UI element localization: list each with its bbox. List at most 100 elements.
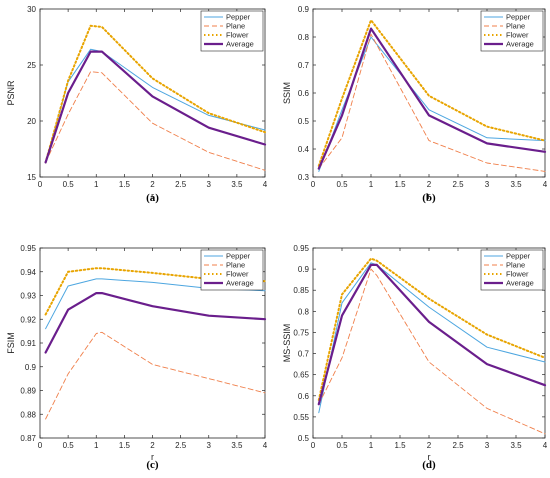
x-tick-label: 0 xyxy=(38,180,43,189)
y-tick-label: 0.3 xyxy=(298,173,310,182)
legend-label-plane: Plane xyxy=(506,22,525,31)
chart-panel-1: 0 0.5 1 1.5 2 2.5 3 3.5 4 15 20 25 30 r PSNR PepperPlan… xyxy=(6,5,268,204)
x-tick-label: 2.5 xyxy=(175,180,187,189)
x-tick-label: 4 xyxy=(263,441,268,450)
y-tick-label: 25 xyxy=(27,61,36,70)
legend-label-plane: Plane xyxy=(226,261,245,270)
x-tick-label: 2.5 xyxy=(452,180,464,189)
y-tick-label: 0.6 xyxy=(298,89,310,98)
x-axis-label: r xyxy=(151,191,154,201)
y-tick-label: 0.87 xyxy=(20,434,36,443)
x-tick-label: 3 xyxy=(207,441,212,450)
x-tick-label: 0 xyxy=(38,441,43,450)
panel-caption: (c) xyxy=(146,459,159,471)
y-tick-label: 15 xyxy=(27,173,36,182)
legend-label-average: Average xyxy=(506,40,534,49)
x-tick-label: 1.5 xyxy=(119,180,131,189)
y-tick-label: 20 xyxy=(27,117,36,126)
panel-caption: (b) xyxy=(422,192,436,204)
y-tick-label: 0.89 xyxy=(20,387,36,396)
legend-label-pepper: Pepper xyxy=(226,252,251,261)
x-tick-label: 3 xyxy=(485,441,490,450)
x-tick-label: 4 xyxy=(543,180,548,189)
series-line-flower xyxy=(317,257,546,401)
legend-label-pepper: Pepper xyxy=(226,13,251,22)
y-tick-label: 0.7 xyxy=(298,350,310,359)
x-tick-label: 4 xyxy=(263,180,268,189)
legend-label-pepper: Pepper xyxy=(506,252,531,261)
x-tick-label: 1 xyxy=(369,180,374,189)
legend-label-flower: Flower xyxy=(226,31,249,40)
y-tick-label: 0.5 xyxy=(298,117,310,126)
y-tick-label: 0.95 xyxy=(20,244,36,253)
x-tick-label: 0.5 xyxy=(63,180,75,189)
legend-label-average: Average xyxy=(506,279,534,288)
x-axis-label: r xyxy=(428,191,431,201)
panel-caption: (a) xyxy=(146,192,159,204)
x-tick-label: 3 xyxy=(207,180,212,189)
y-tick-label: 0.88 xyxy=(20,410,36,419)
series-line-plane xyxy=(45,331,266,420)
chart-panel-3: 0 0.5 1 1.5 2 2.5 3 3.5 4 0.87 0.88 0.89 0.9 0.91 0.92… xyxy=(6,244,268,471)
x-axis-label: r xyxy=(428,452,431,462)
y-tick-label: 0.94 xyxy=(20,268,36,277)
series-line-plane xyxy=(318,33,546,172)
legend-label-flower: Flower xyxy=(506,31,529,40)
y-tick-label: 0.92 xyxy=(20,315,36,324)
legend-label-plane: Plane xyxy=(506,261,525,270)
y-axis-label: PSNR xyxy=(6,80,16,106)
x-tick-label: 0.5 xyxy=(336,441,348,450)
series-line-average xyxy=(317,263,547,406)
y-tick-label: 0.93 xyxy=(20,292,36,301)
y-axis-label: FSIM xyxy=(6,332,16,354)
legend-box xyxy=(200,10,264,52)
legend-label-plane: Plane xyxy=(226,22,245,31)
legend-label-flower: Flower xyxy=(226,270,249,279)
y-tick-label: 0.8 xyxy=(298,307,310,316)
x-tick-label: 3 xyxy=(485,180,490,189)
x-tick-label: 2 xyxy=(427,441,432,450)
y-tick-label: 0.7 xyxy=(298,61,310,70)
y-tick-label: 0.5 xyxy=(298,434,310,443)
x-tick-label: 0.5 xyxy=(336,180,348,189)
x-tick-label: 1.5 xyxy=(394,441,406,450)
y-tick-label: 0.4 xyxy=(298,145,310,154)
x-tick-label: 3.5 xyxy=(510,180,522,189)
legend-label-average: Average xyxy=(226,40,254,49)
legend-label-pepper: Pepper xyxy=(506,13,531,22)
legend-label-average: Average xyxy=(226,279,254,288)
y-tick-label: 0.95 xyxy=(293,244,309,253)
x-tick-label: 3.5 xyxy=(231,441,243,450)
series-line-plane xyxy=(318,268,546,435)
y-tick-label: 0.91 xyxy=(20,339,36,348)
x-tick-label: 0 xyxy=(311,441,316,450)
x-tick-label: 3.5 xyxy=(510,441,522,450)
chart-panel-4: 0 0.5 1 1.5 2 2.5 3 3.5 40.50.550.60.650.70.750.… xyxy=(282,244,548,471)
y-axis-label: MS-SSIM xyxy=(282,324,292,363)
x-tick-label: 3.5 xyxy=(231,180,243,189)
x-tick-label: 2 xyxy=(150,441,155,450)
y-tick-label: 0.55 xyxy=(293,413,309,422)
series-line-flower xyxy=(44,24,266,164)
x-axis-label: r xyxy=(151,452,154,462)
x-tick-label: 0.5 xyxy=(63,441,75,450)
y-tick-label: 0.9 xyxy=(298,5,310,14)
x-tick-label: 2.5 xyxy=(452,441,464,450)
y-tick-label: 0.6 xyxy=(298,392,310,401)
series-line-average xyxy=(44,292,267,354)
series-line-plane xyxy=(45,71,266,171)
x-tick-label: 1.5 xyxy=(394,180,406,189)
x-tick-label: 2 xyxy=(150,180,155,189)
y-axis-label: SSIM xyxy=(282,82,292,104)
y-tick-label: 0.65 xyxy=(293,371,309,380)
series-line-average xyxy=(317,27,547,170)
chart-panel-2: 0 0.5 1 1.5 2 2.5 3 3.5 4 0.3 0.4 0.5 0.6 0.7 0.8 0.9 r S… xyxy=(282,5,548,204)
x-tick-label: 2.5 xyxy=(175,441,187,450)
y-tick-label: 30 xyxy=(27,5,36,14)
series-line-average xyxy=(44,50,267,164)
x-tick-label: 4 xyxy=(543,441,548,450)
